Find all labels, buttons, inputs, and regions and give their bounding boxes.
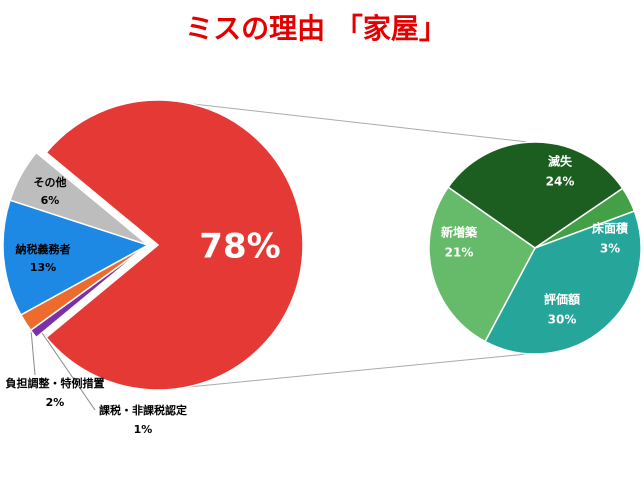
slice-label: 評価額	[544, 292, 580, 307]
slice-label: その他	[34, 175, 67, 189]
value-label: 1%	[134, 423, 153, 436]
value-label: 21%	[445, 246, 474, 260]
chart-title: ミスの理由 「家屋」	[185, 12, 447, 45]
pie-slice	[484, 210, 642, 355]
value-label: 30%	[548, 313, 577, 327]
slice-label: 課税・非課税認定	[99, 403, 187, 417]
value-label: 24%	[546, 175, 575, 189]
slice-label: 納税義務者	[16, 242, 71, 256]
value-label: 2%	[46, 396, 65, 409]
leader-line	[39, 329, 96, 411]
value-label: 78%	[199, 227, 280, 267]
value-label: 6%	[41, 194, 60, 207]
slice-label: 新増築	[441, 225, 478, 240]
slice-label: 負担調整・特例措置	[6, 376, 105, 390]
value-label: 3%	[600, 242, 620, 256]
pie-slice	[2, 199, 150, 316]
value-label: 13%	[30, 261, 56, 274]
pie-slice	[447, 141, 624, 249]
slice-label: 床面積	[592, 221, 629, 236]
connector-line	[157, 99, 538, 144]
slice-label: 滅失	[548, 154, 573, 169]
connector-line	[157, 352, 538, 391]
pie-slice	[428, 186, 536, 343]
pie-slice	[45, 99, 304, 391]
pie-slice	[9, 151, 149, 246]
